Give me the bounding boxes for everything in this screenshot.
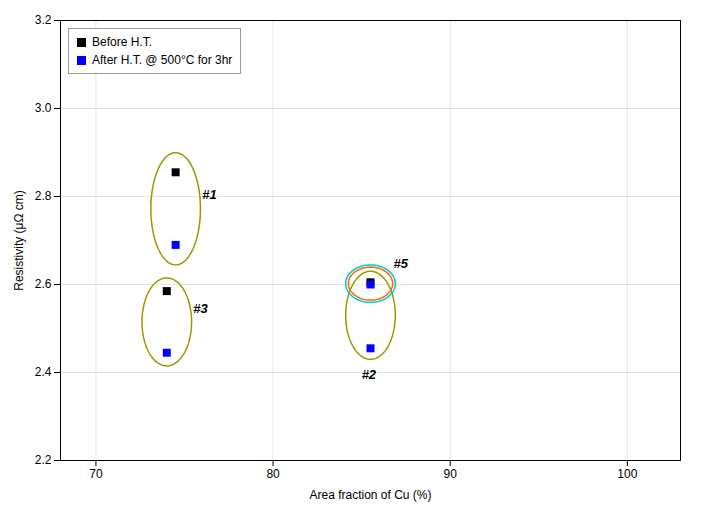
svg-text:100: 100: [617, 467, 637, 481]
html-text:After H.T. @ 500°C for 3hr: After H.T. @ 500°C for 3hr: [92, 53, 233, 67]
svg-text:2.2: 2.2: [35, 453, 52, 467]
svg-text:#5: #5: [394, 256, 409, 271]
svg-text:2.8: 2.8: [35, 189, 52, 203]
svg-text:3.2: 3.2: [35, 13, 52, 27]
html-text:Before H.T.: Before H.T.: [92, 35, 152, 49]
svg-text:Area fraction of Cu (%): Area fraction of Cu (%): [309, 488, 431, 502]
svg-text:#1: #1: [202, 187, 216, 202]
svg-text:#3: #3: [193, 301, 208, 316]
svg-text:70: 70: [89, 467, 103, 481]
svg-text:Resistivity (μΩ cm): Resistivity (μΩ cm): [12, 190, 26, 291]
svg-text:80: 80: [266, 467, 280, 481]
svg-text:2.4: 2.4: [35, 365, 52, 379]
svg-text:2.6: 2.6: [35, 277, 52, 291]
svg-text:#2: #2: [362, 367, 377, 382]
svg-text:3.0: 3.0: [35, 101, 52, 115]
svg-text:90: 90: [444, 467, 458, 481]
